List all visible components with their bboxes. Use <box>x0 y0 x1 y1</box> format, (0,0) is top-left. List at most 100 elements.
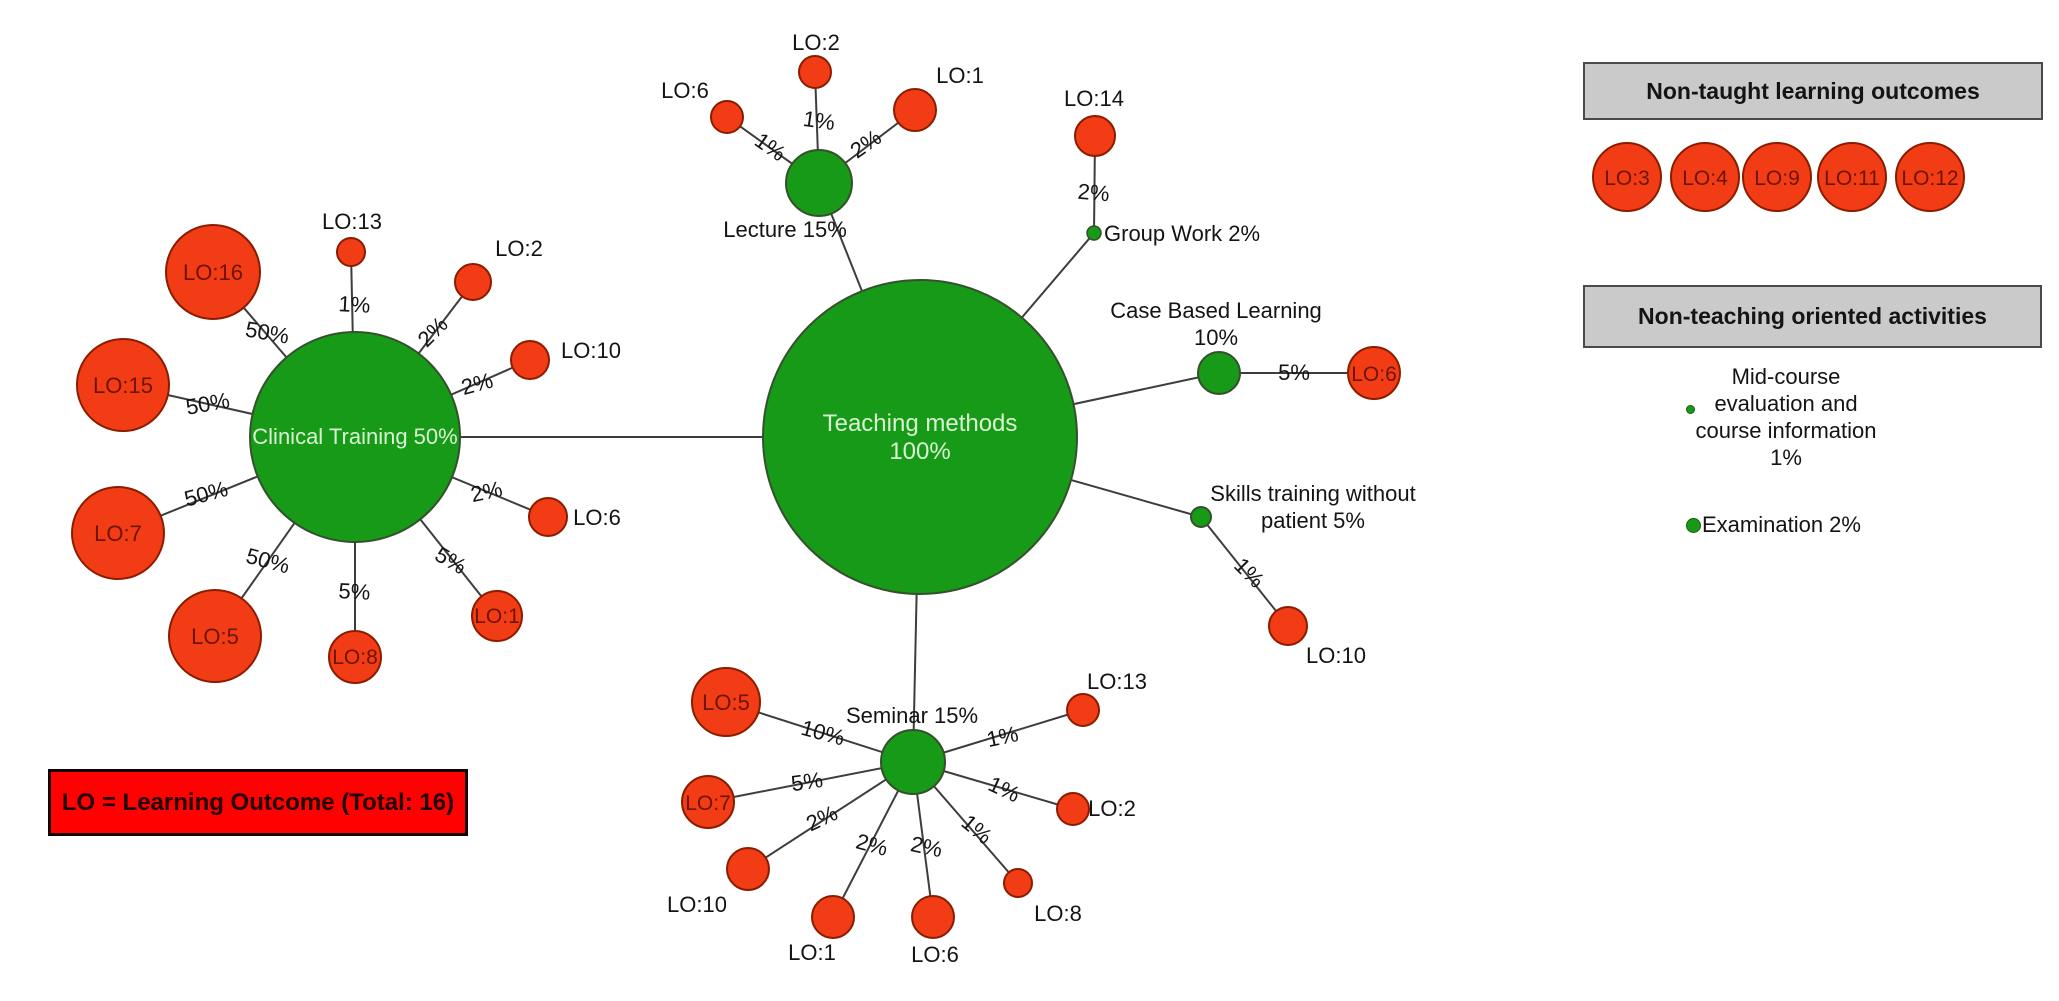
pct-clinical-lo6: 2% <box>468 476 504 507</box>
label-groupwork-lo14: LO:14 <box>1064 86 1124 111</box>
pct-seminar-lo1: 2% <box>853 829 890 861</box>
node-clinical-lo7 <box>71 486 165 580</box>
pct-clinical-lo10: 2% <box>458 368 495 400</box>
node-seminar <box>880 729 946 795</box>
examination-label: Examination 2% <box>1702 512 1861 537</box>
text-clinical-lo15: LO:15 <box>93 373 153 398</box>
node-clinical-training <box>249 331 461 543</box>
node-clinical-lo5 <box>168 589 262 683</box>
pct-seminar-lo7: 5% <box>789 767 824 796</box>
label-clinical-lo13: LO:13 <box>322 209 382 234</box>
text-clinical-lo1: LO:1 <box>474 605 520 628</box>
node-clinical-lo8 <box>328 630 382 684</box>
mid-course-evaluation-entry: Mid-course evaluation and course informa… <box>1656 363 1916 471</box>
label-clinical-lo10: LO:10 <box>561 338 621 363</box>
examination-dot-icon <box>1686 517 1701 533</box>
pct-lecture-lo6: 1% <box>750 127 790 166</box>
pct-seminar-lo8: 1% <box>957 809 997 849</box>
non-teaching-activities-header: Non-teaching oriented activities <box>1583 285 2042 348</box>
label-seminar-lo6: LO:6 <box>911 942 959 967</box>
node-seminar-lo7 <box>681 775 735 829</box>
label-teaching-methods: Teaching methods 100% <box>823 410 1018 465</box>
node-cbl-lo6 <box>1347 346 1401 400</box>
node-seminar-lo8 <box>1003 868 1033 898</box>
label-lecture-lo2: LO:2 <box>792 30 840 55</box>
examination-entry: Examination 2% <box>1686 512 1861 538</box>
label-clinical-training: Clinical Training 50% <box>252 424 457 449</box>
edge-seminar-lo7 <box>707 761 914 803</box>
legend-circle-lo9 <box>1742 142 1812 212</box>
label-seminar-lo1: LO:1 <box>788 940 836 965</box>
mid-course-line-4: 1% <box>1770 445 1802 470</box>
pct-clinical-lo7: 50% <box>182 476 231 512</box>
non-taught-outcomes-title: Non-taught learning outcomes <box>1646 77 1980 104</box>
text-clinical-lo5: LO:5 <box>191 624 239 649</box>
label-seminar-lo10: LO:10 <box>667 892 727 917</box>
legend-circle-lo3 <box>1592 142 1662 212</box>
node-skills-training <box>1190 506 1212 528</box>
pct-lecture-lo2: 1% <box>802 106 837 135</box>
pct-clinical-lo8: 5% <box>338 578 371 605</box>
pct-groupwork-lo14: 2% <box>1077 179 1111 207</box>
node-skills-lo10 <box>1268 606 1308 646</box>
label-seminar-lo13: LO:13 <box>1087 669 1147 694</box>
node-clinical-lo16 <box>165 224 261 320</box>
pct-seminar-lo2: 1% <box>984 771 1023 807</box>
legend-circle-lo11 <box>1817 142 1887 212</box>
label-lecture: Lecture 15% <box>723 217 847 242</box>
pct-clinical-lo15: 50% <box>184 387 232 419</box>
mid-course-line-1: Mid-course <box>1731 364 1841 389</box>
text-seminar-lo7: LO:7 <box>685 792 731 815</box>
pct-seminar-lo13: 1% <box>984 721 1020 752</box>
lo-key-text: LO = Learning Outcome (Total: 16) <box>61 788 455 816</box>
label-seminar-lo2: LO:2 <box>1088 796 1136 821</box>
label-group-work: Group Work 2% <box>1104 221 1260 246</box>
lo-key-box: LO = Learning Outcome (Total: 16) <box>48 769 468 836</box>
text-seminar-lo5: LO:5 <box>702 690 750 715</box>
text-legend-lo4: LO:4 <box>1682 167 1728 190</box>
node-seminar-lo2 <box>1056 792 1090 826</box>
pct-clinical-lo1: 5% <box>431 542 471 580</box>
edge-skills-lo10 <box>1200 516 1289 627</box>
non-teaching-activities-title: Non-teaching oriented activities <box>1638 303 1987 329</box>
node-clinical-lo10 <box>510 340 550 380</box>
mid-course-dot-icon <box>1686 405 1695 414</box>
pct-clinical-lo13: 1% <box>338 291 371 318</box>
label-lecture-lo6: LO:6 <box>661 78 709 103</box>
node-clinical-lo15 <box>76 338 170 432</box>
text-clinical-lo16: LO:16 <box>183 260 243 285</box>
label-seminar: Seminar 15% <box>846 703 978 728</box>
text-cbl-lo6: LO:6 <box>1351 363 1397 386</box>
label-lecture-lo1: LO:1 <box>936 63 984 88</box>
label-case-based-learning: Case Based Learning 10% <box>1110 298 1322 350</box>
node-clinical-lo6 <box>528 497 568 537</box>
text-clinical-lo7: LO:7 <box>94 521 142 546</box>
pct-cbl-lo6: 5% <box>1278 360 1310 385</box>
non-taught-outcomes-header: Non-taught learning outcomes <box>1583 62 2043 120</box>
node-lecture <box>785 149 853 217</box>
text-legend-lo3: LO:3 <box>1604 167 1650 190</box>
node-teaching-methods <box>762 279 1078 595</box>
node-lecture-lo1 <box>893 88 937 132</box>
text-legend-lo9: LO:9 <box>1754 167 1800 190</box>
legend-circle-lo4 <box>1670 142 1740 212</box>
label-seminar-lo8: LO:8 <box>1034 901 1082 926</box>
text-legend-lo12: LO:12 <box>1901 167 1958 190</box>
pct-clinical-lo16: 50% <box>243 316 291 348</box>
node-lecture-lo6 <box>710 100 744 134</box>
text-legend-lo11: LO:11 <box>1824 167 1880 190</box>
pct-clinical-lo5: 50% <box>243 543 292 579</box>
node-clinical-lo13 <box>336 237 366 267</box>
mid-course-line-2: evaluation and <box>1714 391 1858 416</box>
text-clinical-lo8: LO:8 <box>332 646 378 669</box>
node-seminar-lo1 <box>811 895 855 939</box>
label-skills-lo10: LO:10 <box>1306 643 1366 668</box>
node-case-based-learning <box>1197 351 1241 395</box>
node-groupwork-lo14 <box>1074 115 1116 157</box>
node-lecture-lo2 <box>798 55 832 89</box>
legend-circle-lo12 <box>1895 142 1965 212</box>
pct-seminar-lo5: 10% <box>798 715 847 751</box>
node-clinical-lo2 <box>454 263 492 301</box>
